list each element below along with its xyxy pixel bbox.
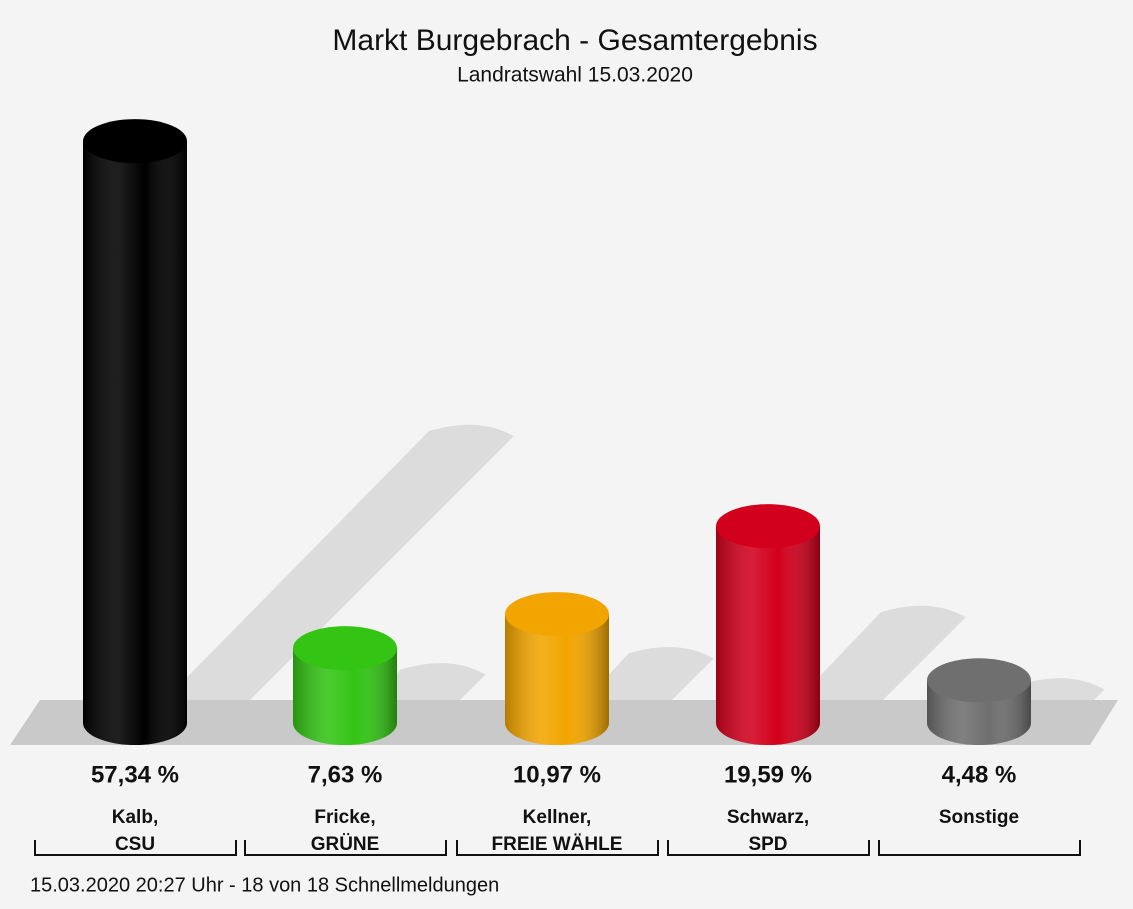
value-label: 7,63 %	[308, 761, 383, 788]
value-label: 57,34 %	[91, 761, 179, 788]
category-label: Sonstige	[939, 807, 1019, 828]
category-label: FREIE WÄHLE	[492, 834, 623, 855]
footer: 15.03.2020 20:27 Uhr - 18 von 18 Schnell…	[30, 874, 499, 896]
value-label: 19,59 %	[724, 761, 812, 788]
category-label: Schwarz,	[727, 807, 809, 828]
category-label: Kalb,	[112, 807, 158, 828]
category-label: Kellner,	[523, 807, 592, 828]
category-bracket	[878, 840, 1081, 856]
bar-shade	[293, 648, 397, 745]
category-bracket	[456, 840, 659, 856]
bar-top	[293, 626, 397, 671]
category-label: SPD	[748, 834, 787, 855]
bar-shadow	[145, 424, 514, 720]
bar-shadow	[778, 605, 966, 720]
category-bracket	[667, 840, 870, 856]
bar-top	[505, 592, 609, 637]
value-label: 4,48 %	[942, 761, 1017, 788]
chart-title: Markt Burgebrach - Gesamtergebnis	[332, 24, 817, 57]
category-label: GRÜNE	[311, 834, 380, 855]
bar-shade	[716, 526, 820, 745]
chart-subtitle: Landratswahl 15.03.2020	[457, 64, 693, 87]
bar-top	[927, 658, 1031, 703]
category-label: Fricke,	[314, 807, 375, 828]
bars	[83, 119, 1031, 745]
bar-top	[83, 119, 187, 164]
category-bracket	[34, 840, 237, 856]
bar-shade	[505, 614, 609, 745]
bar-top	[716, 504, 820, 549]
category-bracket	[244, 840, 447, 856]
bar-shade	[83, 141, 187, 745]
category-label: CSU	[115, 834, 155, 855]
value-label: 10,97 %	[513, 761, 601, 788]
